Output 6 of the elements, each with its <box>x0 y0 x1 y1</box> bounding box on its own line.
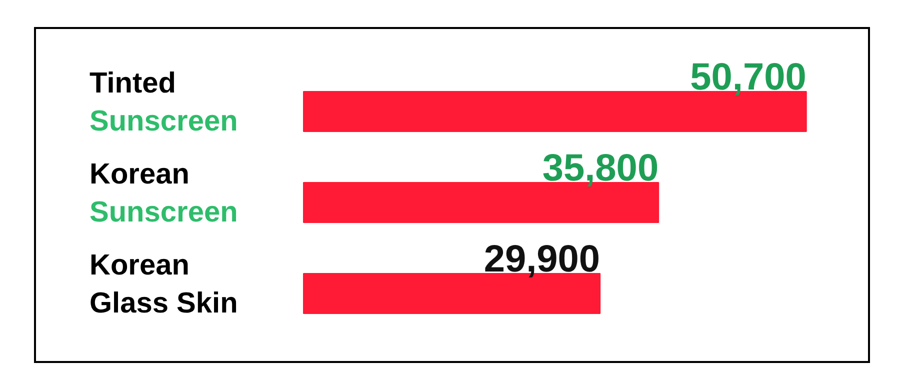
y-tick-label: Tinted Sunscreen <box>90 67 238 138</box>
y-tick-label: Korean Glass Skin <box>90 249 238 320</box>
data-label: 29,900 <box>484 238 600 281</box>
data-label: 35,800 <box>542 148 659 190</box>
y-tick-label: Korean Sunscreen <box>90 158 238 229</box>
data-label: 50,700 <box>690 56 806 99</box>
